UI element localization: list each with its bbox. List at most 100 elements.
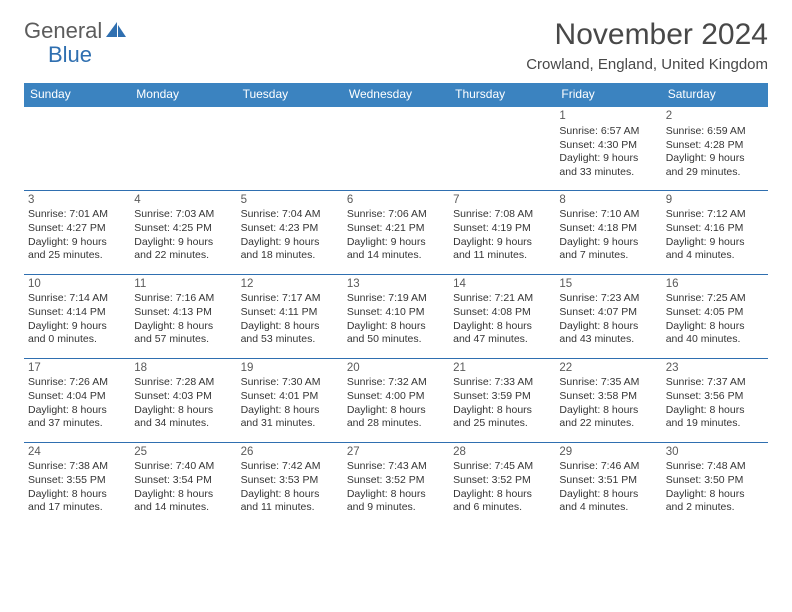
calendar-day-cell — [130, 106, 236, 190]
daylight-text: Daylight: 9 hours — [453, 236, 551, 250]
daylight-text: Daylight: 8 hours — [453, 404, 551, 418]
daylight-text: Daylight: 8 hours — [241, 488, 339, 502]
calendar-day-cell: 8Sunrise: 7:10 AMSunset: 4:18 PMDaylight… — [555, 190, 661, 274]
day-number: 12 — [241, 277, 339, 292]
daylight-text: Daylight: 9 hours — [559, 236, 657, 250]
day-number: 19 — [241, 361, 339, 376]
dayname-header: Saturday — [662, 83, 768, 106]
calendar-day-cell: 30Sunrise: 7:48 AMSunset: 3:50 PMDayligh… — [662, 442, 768, 526]
dayname-header: Tuesday — [237, 83, 343, 106]
sunrise-text: Sunrise: 7:38 AM — [28, 460, 126, 474]
daylight-text: Daylight: 8 hours — [559, 488, 657, 502]
sunset-text: Sunset: 4:03 PM — [134, 390, 232, 404]
daylight-text: Daylight: 8 hours — [134, 320, 232, 334]
daylight-text: and 50 minutes. — [347, 333, 445, 347]
day-number: 18 — [134, 361, 232, 376]
daylight-text: and 25 minutes. — [28, 249, 126, 263]
dayname-header: Sunday — [24, 83, 130, 106]
daylight-text: and 47 minutes. — [453, 333, 551, 347]
daylight-text: and 22 minutes. — [134, 249, 232, 263]
calendar-day-cell: 24Sunrise: 7:38 AMSunset: 3:55 PMDayligh… — [24, 442, 130, 526]
calendar-week-row: 17Sunrise: 7:26 AMSunset: 4:04 PMDayligh… — [24, 358, 768, 442]
daylight-text: and 53 minutes. — [241, 333, 339, 347]
daylight-text: and 37 minutes. — [28, 417, 126, 431]
sunset-text: Sunset: 4:00 PM — [347, 390, 445, 404]
sunrise-text: Sunrise: 7:33 AM — [453, 376, 551, 390]
day-number: 24 — [28, 445, 126, 460]
daylight-text: and 7 minutes. — [559, 249, 657, 263]
sunset-text: Sunset: 4:21 PM — [347, 222, 445, 236]
day-number: 17 — [28, 361, 126, 376]
calendar-day-cell: 17Sunrise: 7:26 AMSunset: 4:04 PMDayligh… — [24, 358, 130, 442]
sunrise-text: Sunrise: 7:25 AM — [666, 292, 764, 306]
calendar-day-cell: 13Sunrise: 7:19 AMSunset: 4:10 PMDayligh… — [343, 274, 449, 358]
sunrise-text: Sunrise: 7:46 AM — [559, 460, 657, 474]
sunrise-text: Sunrise: 7:40 AM — [134, 460, 232, 474]
daylight-text: Daylight: 8 hours — [347, 404, 445, 418]
month-title: November 2024 — [526, 18, 768, 52]
sunset-text: Sunset: 4:01 PM — [241, 390, 339, 404]
daylight-text: Daylight: 8 hours — [666, 320, 764, 334]
calendar-day-cell: 28Sunrise: 7:45 AMSunset: 3:52 PMDayligh… — [449, 442, 555, 526]
sunset-text: Sunset: 3:53 PM — [241, 474, 339, 488]
day-number: 3 — [28, 193, 126, 208]
sunrise-text: Sunrise: 7:42 AM — [241, 460, 339, 474]
sunset-text: Sunset: 4:18 PM — [559, 222, 657, 236]
calendar-day-cell: 21Sunrise: 7:33 AMSunset: 3:59 PMDayligh… — [449, 358, 555, 442]
daylight-text: and 14 minutes. — [347, 249, 445, 263]
triangle-sail-icon — [106, 22, 126, 43]
daylight-text: and 4 minutes. — [559, 501, 657, 515]
day-number: 28 — [453, 445, 551, 460]
logo-text-blue: Blue — [48, 42, 92, 68]
calendar-day-cell: 5Sunrise: 7:04 AMSunset: 4:23 PMDaylight… — [237, 190, 343, 274]
sunrise-text: Sunrise: 7:30 AM — [241, 376, 339, 390]
daylight-text: Daylight: 8 hours — [453, 488, 551, 502]
sunset-text: Sunset: 4:27 PM — [28, 222, 126, 236]
day-number: 16 — [666, 277, 764, 292]
calendar-day-cell: 6Sunrise: 7:06 AMSunset: 4:21 PMDaylight… — [343, 190, 449, 274]
calendar-week-row: 10Sunrise: 7:14 AMSunset: 4:14 PMDayligh… — [24, 274, 768, 358]
day-number: 23 — [666, 361, 764, 376]
daylight-text: and 17 minutes. — [28, 501, 126, 515]
calendar-day-cell — [24, 106, 130, 190]
daylight-text: and 34 minutes. — [134, 417, 232, 431]
daylight-text: and 14 minutes. — [134, 501, 232, 515]
calendar-table: SundayMondayTuesdayWednesdayThursdayFrid… — [24, 83, 768, 526]
sunset-text: Sunset: 4:16 PM — [666, 222, 764, 236]
calendar-body: 1Sunrise: 6:57 AMSunset: 4:30 PMDaylight… — [24, 106, 768, 526]
daylight-text: and 57 minutes. — [134, 333, 232, 347]
sunrise-text: Sunrise: 6:57 AM — [559, 125, 657, 139]
sunset-text: Sunset: 4:19 PM — [453, 222, 551, 236]
daylight-text: and 0 minutes. — [28, 333, 126, 347]
daylight-text: and 2 minutes. — [666, 501, 764, 515]
daylight-text: and 19 minutes. — [666, 417, 764, 431]
daylight-text: Daylight: 8 hours — [241, 404, 339, 418]
day-number: 5 — [241, 193, 339, 208]
day-number: 25 — [134, 445, 232, 460]
daylight-text: Daylight: 8 hours — [134, 488, 232, 502]
day-number: 30 — [666, 445, 764, 460]
logo-text-general: General — [24, 18, 102, 44]
sunset-text: Sunset: 3:59 PM — [453, 390, 551, 404]
sunset-text: Sunset: 4:23 PM — [241, 222, 339, 236]
day-number: 13 — [347, 277, 445, 292]
daylight-text: and 40 minutes. — [666, 333, 764, 347]
calendar-day-cell: 27Sunrise: 7:43 AMSunset: 3:52 PMDayligh… — [343, 442, 449, 526]
daylight-text: and 33 minutes. — [559, 166, 657, 180]
day-number: 26 — [241, 445, 339, 460]
calendar-day-cell: 20Sunrise: 7:32 AMSunset: 4:00 PMDayligh… — [343, 358, 449, 442]
day-number: 21 — [453, 361, 551, 376]
daylight-text: Daylight: 8 hours — [559, 320, 657, 334]
daylight-text: and 43 minutes. — [559, 333, 657, 347]
dayname-header: Monday — [130, 83, 236, 106]
daylight-text: and 22 minutes. — [559, 417, 657, 431]
sunrise-text: Sunrise: 7:12 AM — [666, 208, 764, 222]
sunrise-text: Sunrise: 7:35 AM — [559, 376, 657, 390]
calendar-day-cell — [449, 106, 555, 190]
sunset-text: Sunset: 3:50 PM — [666, 474, 764, 488]
daylight-text: Daylight: 8 hours — [134, 404, 232, 418]
daylight-text: Daylight: 9 hours — [241, 236, 339, 250]
calendar-day-cell — [343, 106, 449, 190]
sunrise-text: Sunrise: 7:01 AM — [28, 208, 126, 222]
day-number: 29 — [559, 445, 657, 460]
